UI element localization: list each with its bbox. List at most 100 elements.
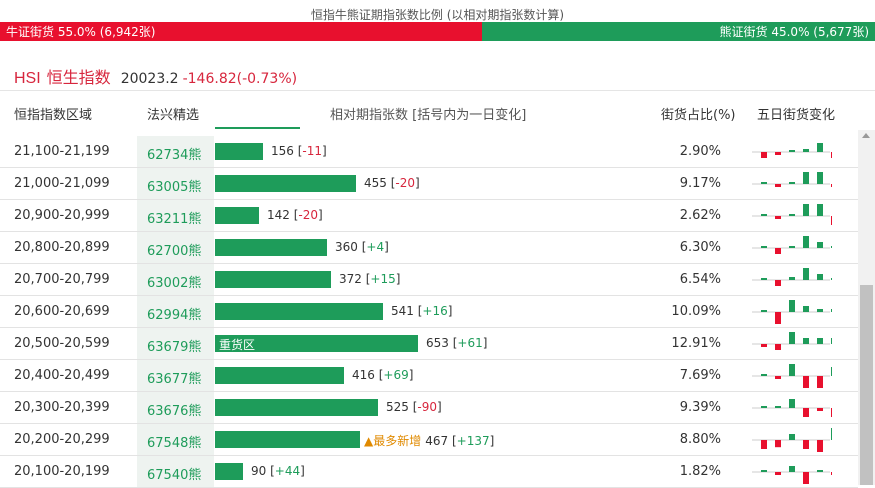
table-row[interactable]: 20,200-20,299 67548熊 ▲最多新增 467 [+137] 8.8… bbox=[0, 424, 858, 456]
column-header-pick[interactable]: 法兴精选 bbox=[147, 108, 200, 123]
sparkline-bar bbox=[775, 280, 781, 286]
pct-cell: 8.80% bbox=[679, 432, 721, 447]
five-day-sparkline bbox=[752, 204, 832, 225]
table-header: 恒指指数区域 法兴精选 相对期指张数 [括号内为一日变化] 街货占比(%) 五日… bbox=[0, 94, 875, 128]
five-day-sparkline bbox=[752, 236, 832, 254]
range-cell: 20,900-20,999 bbox=[14, 208, 110, 223]
sparkline-bar bbox=[817, 172, 823, 184]
table-row[interactable]: 20,400-20,499 63677熊 416 [+69] 7.69% bbox=[0, 360, 858, 392]
product-code-link[interactable]: 63005熊 bbox=[147, 180, 202, 195]
table-row[interactable]: 20,100-20,199 67540熊 90 [+44] 1.82% bbox=[0, 456, 858, 488]
sparkline-bar bbox=[817, 242, 823, 248]
sparkline-bar bbox=[817, 309, 823, 312]
table-row[interactable]: 20,300-20,399 63676熊 525 [-90] 9.39% bbox=[0, 392, 858, 424]
contracts-bar bbox=[215, 399, 378, 416]
sparkline-bar bbox=[817, 440, 823, 452]
sparkline-bar bbox=[761, 152, 767, 158]
sparkline-bar bbox=[817, 274, 823, 280]
contracts-change: +61 bbox=[457, 336, 483, 350]
product-code-link[interactable]: 63677熊 bbox=[147, 372, 202, 387]
sparkline-bar bbox=[775, 344, 781, 350]
sparkline-bar bbox=[831, 338, 832, 344]
sparkline-bar bbox=[831, 309, 832, 312]
five-day-sparkline bbox=[752, 268, 832, 286]
sparkline-bar bbox=[803, 408, 809, 417]
code-cell: 67548熊 bbox=[137, 424, 214, 455]
code-cell: 62994熊 bbox=[137, 296, 214, 327]
contracts-bar: 重货区 bbox=[215, 335, 418, 352]
contracts-bar bbox=[215, 367, 344, 384]
column-header-five-day[interactable]: 五日街货变化 bbox=[757, 108, 836, 123]
scrollbar-thumb[interactable] bbox=[860, 285, 873, 485]
index-summary: HSI 恒生指数 20023.2 -146.82(-0.73%) bbox=[14, 64, 297, 88]
contracts-text: 525 [-90] bbox=[386, 400, 442, 414]
sparkline-bar bbox=[789, 277, 795, 280]
sparkline-bar bbox=[789, 300, 795, 312]
sparkline-bar bbox=[789, 246, 795, 248]
contracts-count: 467 bbox=[425, 434, 449, 448]
pct-cell: 7.69% bbox=[679, 368, 721, 383]
code-cell: 62734熊 bbox=[137, 136, 214, 167]
table-row[interactable]: 20,500-20,599 63679熊 重货区 653 [+61] 12.91… bbox=[0, 328, 858, 360]
product-code-link[interactable]: 62700熊 bbox=[147, 244, 202, 259]
sparkline-bar bbox=[803, 268, 809, 280]
sparkline-bar bbox=[803, 306, 809, 312]
sparkline-bar bbox=[761, 344, 767, 347]
contracts-text: ▲最多新增 467 [+137] bbox=[364, 434, 495, 448]
sparkline-bar bbox=[803, 376, 809, 388]
sparkline-bar bbox=[775, 376, 781, 379]
sparkline-bar bbox=[761, 214, 767, 216]
product-code-link[interactable]: 62994熊 bbox=[147, 308, 202, 323]
range-cell: 20,500-20,599 bbox=[14, 336, 110, 351]
table-row[interactable]: 20,900-20,999 63211熊 142 [-20] 2.62% bbox=[0, 200, 858, 232]
product-code-link[interactable]: 63002熊 bbox=[147, 276, 202, 291]
table-row[interactable]: 21,000-21,099 63005熊 455 [-20] 9.17% bbox=[0, 168, 858, 200]
code-cell: 63005熊 bbox=[137, 168, 214, 199]
column-underline bbox=[215, 127, 300, 129]
contracts-count: 416 bbox=[352, 368, 375, 382]
scroll-up-icon[interactable] bbox=[862, 133, 870, 138]
code-cell: 63211熊 bbox=[137, 200, 214, 231]
product-code-link[interactable]: 63679熊 bbox=[147, 340, 202, 355]
sparkline-bar bbox=[789, 364, 795, 376]
table-row[interactable]: 20,800-20,899 62700熊 360 [+4] 6.30% bbox=[0, 232, 858, 264]
contracts-count: 142 bbox=[267, 208, 290, 222]
table-row[interactable]: 21,100-21,199 62734熊 156 [-11] 2.90% bbox=[0, 136, 858, 168]
contracts-count: 360 bbox=[335, 240, 358, 254]
five-day-sparkline bbox=[752, 172, 832, 187]
product-code-link[interactable]: 67540熊 bbox=[147, 468, 202, 483]
contracts-change: -20 bbox=[395, 176, 416, 190]
column-header-contracts[interactable]: 相对期指张数 [括号内为一日变化] bbox=[330, 108, 527, 123]
contracts-bar bbox=[215, 431, 360, 448]
table-row[interactable]: 20,700-20,799 63002熊 372 [+15] 6.54% bbox=[0, 264, 858, 296]
product-code-link[interactable]: 62734熊 bbox=[147, 148, 202, 163]
column-header-range[interactable]: 恒指指数区域 bbox=[14, 108, 93, 123]
range-cell: 20,600-20,699 bbox=[14, 304, 110, 319]
product-code-link[interactable]: 63676熊 bbox=[147, 404, 202, 419]
sparkline-bar bbox=[789, 466, 795, 472]
sparkline-bar bbox=[775, 312, 781, 324]
table-row[interactable]: 20,600-20,699 62994熊 541 [+16] 10.09% bbox=[0, 296, 858, 328]
sparkline-bar bbox=[831, 152, 832, 158]
contracts-change: +44 bbox=[274, 464, 301, 478]
range-cell: 20,200-20,299 bbox=[14, 432, 110, 447]
contracts-change: -11 bbox=[302, 144, 323, 158]
range-cell: 21,000-21,099 bbox=[14, 176, 110, 191]
contracts-text: 455 [-20] bbox=[364, 176, 420, 190]
contracts-bar bbox=[215, 175, 356, 192]
sparkline-bar bbox=[775, 440, 781, 448]
pct-cell: 10.09% bbox=[671, 304, 721, 319]
product-code-link[interactable]: 63211熊 bbox=[147, 212, 202, 227]
bull-ratio-segment: 牛证街货 55.0% (6,942张) bbox=[0, 22, 482, 41]
contracts-bar bbox=[215, 303, 383, 320]
contracts-count: 455 bbox=[364, 176, 387, 190]
product-code-link[interactable]: 67548熊 bbox=[147, 436, 202, 451]
bull-bear-ratio-bar: 牛证街货 55.0% (6,942张) 熊证街货 45.0% (5,677张) bbox=[0, 22, 875, 41]
sparkline-bar bbox=[831, 184, 832, 187]
contracts-change: -20 bbox=[298, 208, 319, 222]
index-code: HSI bbox=[14, 70, 41, 87]
column-header-pct[interactable]: 街货占比(%) bbox=[661, 108, 736, 123]
contracts-text: 416 [+69] bbox=[352, 368, 414, 382]
heavy-zone-label: 重货区 bbox=[219, 338, 256, 352]
index-price: 20023.2 bbox=[120, 71, 179, 87]
